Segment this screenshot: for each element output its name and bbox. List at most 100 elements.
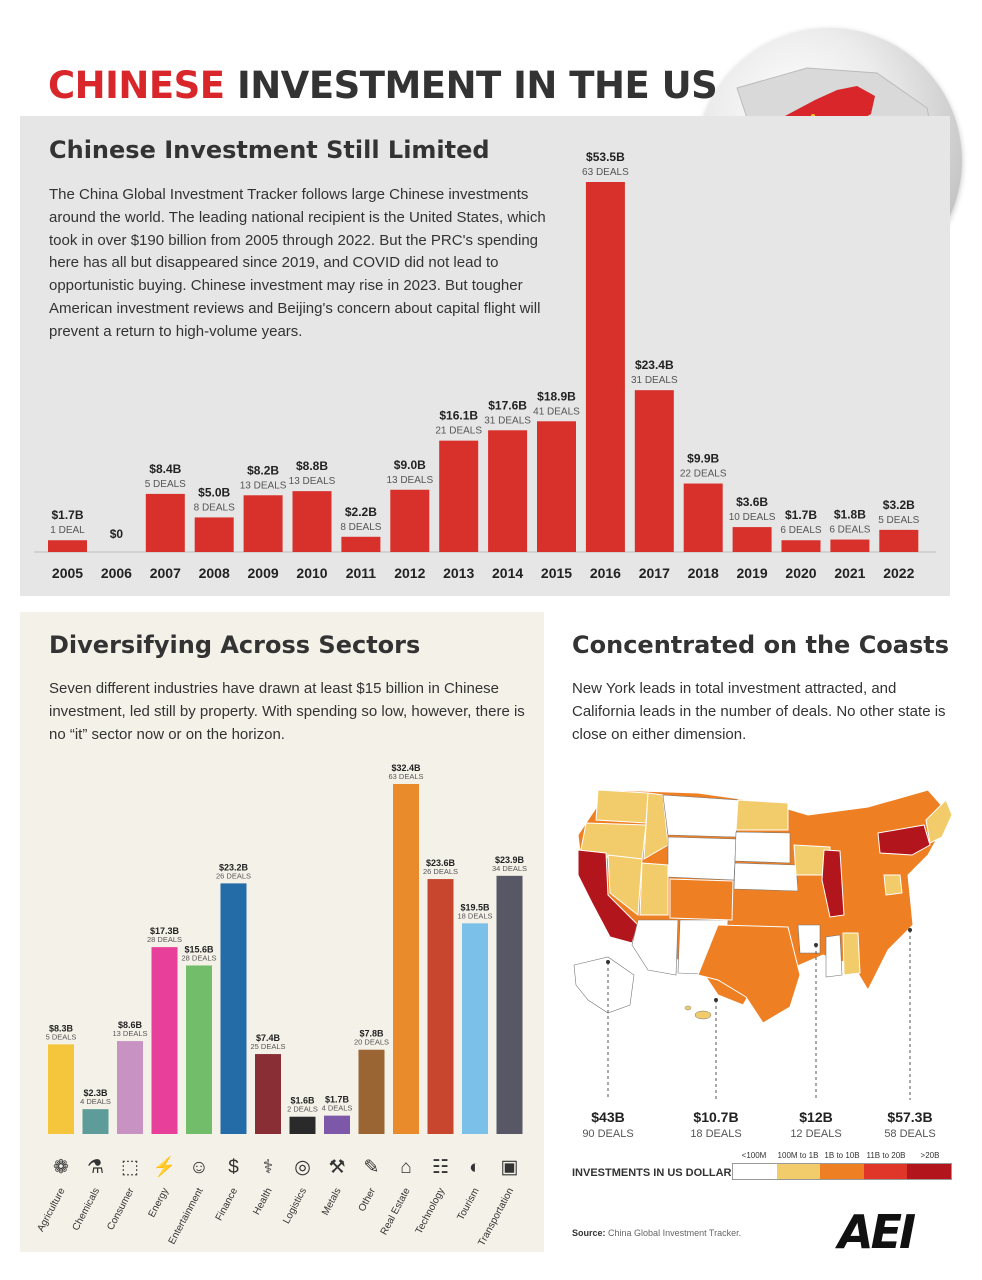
legend-bin-label: <100M: [741, 1151, 767, 1160]
sector-value-label: $8.3B: [49, 1023, 74, 1033]
state-arizona: [631, 919, 679, 976]
page-title-rest: INVESTMENT IN THE US: [236, 64, 718, 107]
year-bar: [488, 430, 528, 552]
state-north-dakota: [735, 799, 789, 831]
alaska-shape: [573, 956, 635, 1014]
aei-logo: AEI: [838, 1205, 916, 1259]
sector-icon: ◎: [294, 1157, 311, 1178]
sector-value-label: $7.8B: [359, 1029, 384, 1039]
year-deals-label: 21 DEALS: [435, 426, 482, 437]
callout-marker: [606, 960, 610, 964]
year-tick-label: 2016: [590, 565, 621, 581]
callout-marker: [714, 998, 718, 1002]
sector-deals-label: 26 DEALS: [216, 871, 251, 880]
sector-value-label: $8.6B: [118, 1020, 143, 1030]
year-value-label: $17.6B: [488, 398, 527, 412]
year-tick-label: 2007: [150, 565, 181, 581]
year-deals-label: 31 DEALS: [484, 415, 531, 426]
year-tick-label: 2019: [737, 565, 768, 581]
year-bar: [194, 517, 234, 552]
source-text: China Global Investment Tracker.: [608, 1228, 742, 1238]
state-colorado: [669, 878, 734, 921]
sector-deals-label: 4 DEALS: [80, 1097, 111, 1106]
state-utah: [639, 862, 669, 916]
sector-value-label: $7.4B: [256, 1033, 281, 1043]
source-note: Source: China Global Investment Tracker.: [572, 1228, 741, 1238]
year-tick-label: 2020: [785, 565, 816, 581]
sector-deals-label: 28 DEALS: [147, 935, 182, 944]
us-state-map: [573, 789, 953, 1024]
legend-swatch: [907, 1164, 951, 1179]
callout-marker: [814, 943, 818, 947]
sector-deals-label: 34 DEALS: [492, 864, 527, 873]
sector-bar: [393, 784, 419, 1134]
sector-icon: ◐: [469, 1157, 480, 1178]
year-deals-label: 6 DEALS: [780, 525, 821, 536]
year-tick-label: 2022: [883, 565, 914, 581]
sector-bar: [462, 923, 488, 1134]
sector-deals-label: 13 DEALS: [112, 1029, 147, 1038]
sector-bar: [82, 1109, 109, 1134]
year-bar: [292, 491, 332, 552]
sector-deals-label: 2 DEALS: [287, 1105, 318, 1114]
year-tick-label: 2008: [199, 565, 230, 581]
year-tick-label: 2005: [52, 565, 83, 581]
year-value-label: $5.0B: [198, 485, 230, 499]
state-mississippi: [825, 934, 843, 978]
legend-bin-label: 100M to 1B: [777, 1151, 819, 1160]
sector-deals-label: 28 DEALS: [181, 953, 216, 962]
year-bar: [439, 440, 479, 552]
coasts-heading: Concentrated on the Coasts: [572, 631, 950, 659]
year-deals-label: 13 DEALS: [386, 475, 433, 486]
state-new-york: [877, 824, 931, 856]
year-tick-label: 2011: [346, 565, 377, 581]
year-value-label: $16.1B: [439, 409, 478, 423]
sector-icon: ☷: [432, 1157, 449, 1178]
legend-swatch: [820, 1164, 864, 1179]
year-tick-label: 2018: [688, 565, 719, 581]
state-nebraska: [733, 862, 799, 892]
sector-bar: [220, 883, 247, 1134]
sector-panel: [20, 612, 544, 1252]
year-bar: [683, 483, 723, 552]
year-deals-label: 8 DEALS: [194, 502, 235, 513]
sector-deals-label: 20 DEALS: [354, 1038, 389, 1047]
sector-deals-label: 26 DEALS: [423, 867, 458, 876]
annual-investment-chart: $1.7B 1 DEAL 2005 $0 2006 $8.4B 5 DEALS 2007 $5.…: [34, 150, 936, 581]
page-title: CHINESE INVESTMENT IN THE US: [48, 64, 718, 107]
state-nevada: [607, 854, 643, 916]
sector-body: Seven different industries have drawn at…: [49, 680, 525, 743]
year-tick-label: 2017: [639, 565, 670, 581]
year-bar: [732, 527, 772, 552]
callout-deals: 90 DEALS: [582, 1128, 633, 1140]
sector-bar: [324, 1115, 350, 1134]
legend-swatch: [863, 1164, 908, 1179]
sector-deals-label: 5 DEALS: [46, 1032, 77, 1041]
callout-marker: [908, 928, 912, 932]
callout-value: $12B: [799, 1109, 832, 1125]
year-value-label: $0: [110, 527, 124, 541]
sector-icon: ⚒: [328, 1157, 345, 1178]
year-bar: [634, 390, 674, 552]
sector-bar: [151, 947, 178, 1134]
annual-investment-heading: Chinese Investment Still Limited: [49, 136, 490, 164]
state-wyoming: [667, 836, 737, 881]
year-tick-label: 2012: [394, 565, 425, 581]
callout-value: $43B: [591, 1109, 624, 1125]
year-deals-label: 22 DEALS: [680, 469, 727, 480]
year-deals-label: 41 DEALS: [533, 406, 580, 417]
sector-icon: ⚡: [153, 1155, 177, 1178]
sector-bar: [48, 1044, 74, 1134]
sector-value-label: $2.3B: [83, 1088, 108, 1098]
sector-value-label: $1.7B: [325, 1095, 350, 1105]
year-value-label: $2.2B: [345, 505, 377, 519]
sector-bar: [289, 1116, 316, 1134]
year-value-label: $3.2B: [883, 498, 915, 512]
year-tick-label: 2006: [101, 565, 132, 581]
callout-value: $57.3B: [887, 1109, 932, 1125]
sector-value-label: $15.6B: [184, 944, 214, 954]
state-alabama: [842, 932, 861, 976]
year-bar: [48, 540, 87, 552]
sector-value-label: $1.6B: [290, 1096, 315, 1106]
year-deals-label: 13 DEALS: [289, 476, 336, 487]
